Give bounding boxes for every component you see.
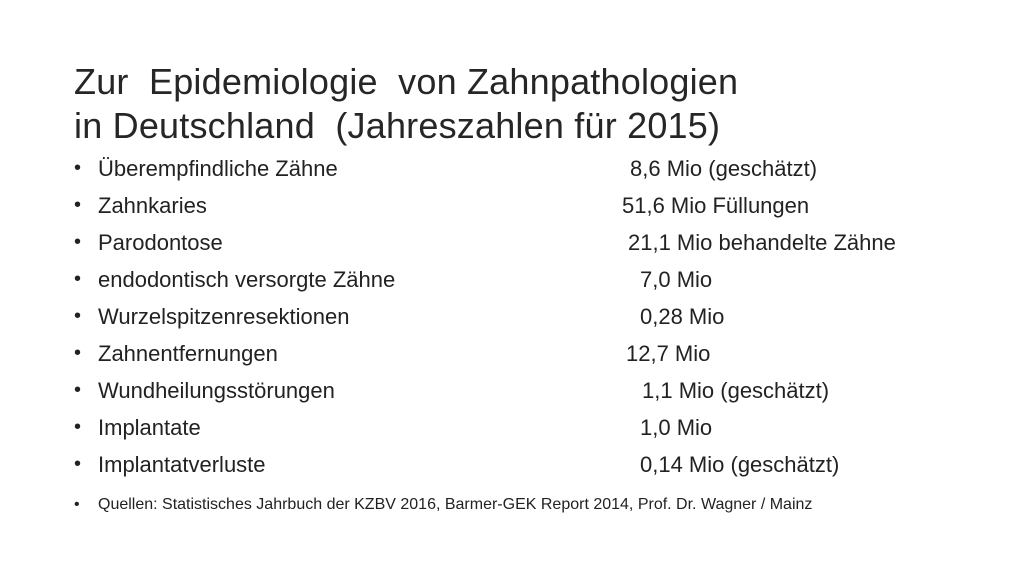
item-value: 7,0 Mio: [640, 267, 713, 292]
list-item-implant-losses: • Implantatverluste 0,14 Mio (geschätzt): [74, 446, 974, 483]
list-item-wound-healing: • Wundheilungsstörungen 1,1 Mio (geschät…: [74, 372, 974, 409]
item-value: 1,1 Mio (geschätzt): [642, 378, 830, 403]
bullet-icon: •: [74, 157, 82, 179]
item-value: 0,28 Mio: [640, 304, 725, 329]
bullet-icon: •: [74, 416, 82, 438]
item-label: Überempfindliche Zähne: [98, 156, 338, 181]
bullet-icon: •: [74, 379, 82, 401]
item-value: 12,7 Mio: [626, 341, 711, 366]
item-label: Wurzelspitzenresektionen: [98, 304, 350, 329]
item-value: 8,6 Mio (geschätzt): [630, 156, 818, 181]
slide-title: Zur Epidemiologie von Zahnpathologien in…: [74, 60, 954, 148]
bullet-icon: •: [74, 342, 82, 364]
statistics-list: • Überempfindliche Zähne 8,6 Mio (geschä…: [74, 150, 974, 483]
item-value: 1,0 Mio: [640, 415, 713, 440]
list-item-implants: • Implantate 1,0 Mio: [74, 409, 974, 446]
list-item-root-resection: • Wurzelspitzenresektionen 0,28 Mio: [74, 298, 974, 335]
item-label: Implantatverluste: [98, 452, 266, 477]
item-value: 51,6 Mio Füllungen: [622, 193, 810, 218]
item-label: Zahnentfernungen: [98, 341, 278, 366]
source-note: • Quellen: Statistisches Jahrbuch der KZ…: [74, 490, 994, 520]
bullet-icon: •: [74, 453, 82, 475]
list-item-caries: • Zahnkaries 51,6 Mio Füllungen: [74, 187, 974, 224]
list-item-extractions: • Zahnentfernungen 12,7 Mio: [74, 335, 974, 372]
item-label: Parodontose: [98, 230, 223, 255]
bullet-icon: •: [74, 268, 82, 290]
item-label: Implantate: [98, 415, 201, 440]
title-line-1: Zur Epidemiologie von Zahnpathologien: [74, 61, 739, 103]
source-text: Quellen: Statistisches Jahrbuch der KZBV…: [98, 496, 813, 513]
bullet-icon: •: [74, 194, 82, 216]
list-item-endodontic: • endodontisch versorgte Zähne 7,0 Mio: [74, 261, 974, 298]
item-value: 21,1 Mio behandelte Zähne: [628, 230, 896, 255]
item-label: endodontisch versorgte Zähne: [98, 267, 396, 292]
title-line-2: in Deutschland (Jahreszahlen für 2015): [74, 105, 721, 147]
bullet-icon: •: [74, 231, 82, 253]
item-label: Zahnkaries: [98, 193, 207, 218]
list-item-hypersensitive-teeth: • Überempfindliche Zähne 8,6 Mio (geschä…: [74, 150, 974, 187]
bullet-icon: •: [74, 305, 82, 327]
item-value: 0,14 Mio (geschätzt): [640, 452, 840, 477]
bullet-icon: •: [74, 496, 80, 513]
item-label: Wundheilungsstörungen: [98, 378, 335, 403]
list-item-periodontitis: • Parodontose 21,1 Mio behandelte Zähne: [74, 224, 974, 261]
